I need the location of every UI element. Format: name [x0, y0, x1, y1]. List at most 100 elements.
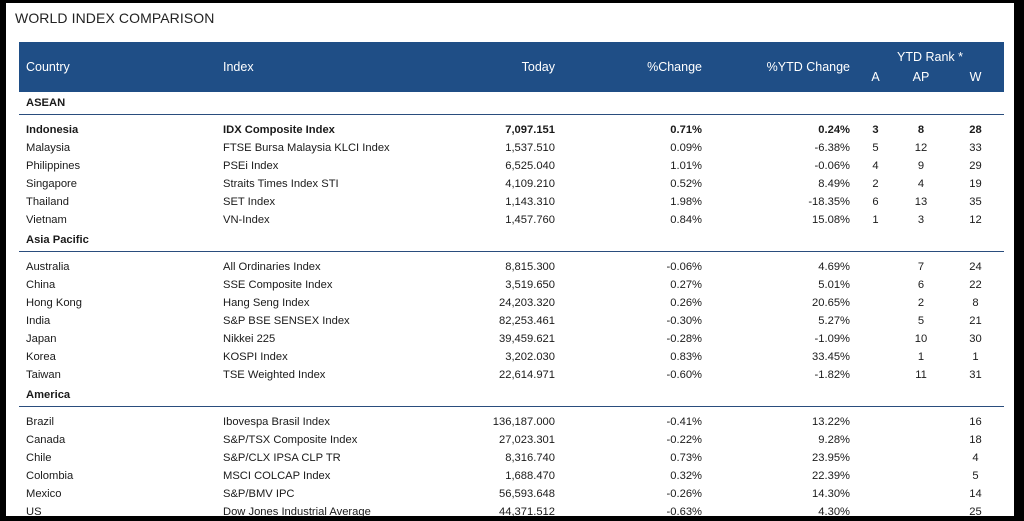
- cell-rank-w: 19: [969, 178, 982, 190]
- cell-rank-a: [856, 449, 895, 467]
- table-row: Chile S&P/CLX IPSA CLP TR 8,316.740 0.73% 23…: [19, 449, 1004, 467]
- cell-index: S&P BSE SENSEX Index: [223, 315, 350, 327]
- cell-index: Nikkei 225: [223, 333, 276, 345]
- cell-rank-ap: [895, 485, 947, 503]
- cell-change: 0.52%: [670, 178, 702, 190]
- cell-country: Canada: [26, 434, 66, 446]
- cell-index: Hang Seng Index: [223, 297, 310, 309]
- cell-ytd-change: -0.06%: [814, 160, 850, 172]
- cell-ytd-change: 5.01%: [818, 279, 850, 291]
- cell-rank-ap: 9: [917, 160, 925, 172]
- cell-index: PSEi Index: [223, 160, 279, 172]
- table-row: Indonesia IDX Composite Index 7,097.151 0.7…: [19, 121, 1004, 139]
- cell-country: Thailand: [26, 196, 69, 208]
- cell-ytd-change: 33.45%: [812, 351, 850, 363]
- cell-country: Australia: [26, 261, 70, 273]
- cell-country: Brazil: [26, 416, 54, 428]
- cell-index: KOSPI Index: [223, 351, 288, 363]
- cell-rank-w: 8: [972, 297, 979, 309]
- cell-rank-w: 14: [969, 488, 982, 500]
- col-header-ytd-change: %YTD Change: [708, 42, 856, 92]
- cell-rank-a: 3: [872, 124, 879, 136]
- section-title: ASEAN: [19, 92, 1004, 115]
- cell-rank-w: 25: [969, 506, 982, 518]
- cell-index: IDX Composite Index: [223, 124, 335, 136]
- cell-rank-a: [856, 258, 895, 276]
- cell-today: 136,187.000: [492, 416, 555, 428]
- cell-ytd-change: -1.09%: [814, 333, 850, 345]
- cell-index: TSE Weighted Index: [223, 369, 326, 381]
- cell-index: Ibovespa Brasil Index: [223, 416, 330, 428]
- cell-country: Vietnam: [26, 214, 67, 226]
- cell-today: 56,593.648: [499, 488, 555, 500]
- cell-rank-ap: 8: [917, 124, 925, 136]
- cell-index: All Ordinaries Index: [223, 261, 321, 273]
- cell-today: 3,202.030: [505, 351, 555, 363]
- cell-change: 0.09%: [670, 142, 702, 154]
- cell-rank-ap: 7: [917, 261, 925, 273]
- cell-today: 1,143.310: [505, 196, 555, 208]
- table-row: Colombia MSCI COLCAP Index 1,688.470 0.32% 2…: [19, 467, 1004, 485]
- table-row: Vietnam VN-Index 1,457.760 0.84% 15.08% 1 3 12: [19, 211, 1004, 229]
- cell-today: 39,459.621: [499, 333, 555, 345]
- cell-rank-w: 31: [969, 369, 982, 381]
- cell-rank-a: [856, 413, 895, 431]
- col-header-rank-ap: AP: [895, 68, 947, 92]
- cell-rank-a: [856, 330, 895, 348]
- cell-ytd-change: 23.95%: [812, 452, 850, 464]
- cell-ytd-change: -18.35%: [808, 196, 850, 208]
- cell-rank-w: 5: [972, 470, 979, 482]
- cell-change: -0.41%: [666, 416, 702, 428]
- cell-rank-w: 12: [969, 214, 982, 226]
- cell-index: MSCI COLCAP Index: [223, 470, 331, 482]
- cell-country: Malaysia: [26, 142, 71, 154]
- cell-today: 44,371.512: [499, 506, 555, 518]
- table-row: Brazil Ibovespa Brasil Index 136,187.000 -0…: [19, 413, 1004, 431]
- cell-rank-a: [856, 431, 895, 449]
- cell-rank-a: [856, 276, 895, 294]
- cell-rank-w: 22: [969, 279, 982, 291]
- cell-index: Dow Jones Industrial Average: [223, 506, 371, 518]
- cell-today: 7,097.151: [505, 124, 555, 136]
- cell-today: 8,316.740: [505, 452, 555, 464]
- cell-change: 1.01%: [670, 160, 702, 172]
- cell-rank-ap: 10: [914, 333, 928, 345]
- cell-change: -0.26%: [666, 488, 702, 500]
- cell-country: Indonesia: [26, 124, 79, 136]
- cell-ytd-change: -1.82%: [814, 369, 850, 381]
- cell-rank-ap: 6: [917, 279, 925, 291]
- cell-rank-w: 30: [969, 333, 982, 345]
- cell-ytd-change: 14.30%: [812, 488, 850, 500]
- index-comparison-table: Country Index Today %Change %YTD Change …: [19, 42, 1004, 521]
- cell-change: 0.71%: [670, 124, 702, 136]
- cell-change: 0.27%: [670, 279, 702, 291]
- cell-country: Mexico: [26, 488, 62, 500]
- cell-today: 1,457.760: [505, 214, 555, 226]
- cell-ytd-change: 8.49%: [818, 178, 850, 190]
- cell-change: 1.98%: [670, 196, 702, 208]
- cell-rank-a: 2: [872, 178, 879, 190]
- table-row: Korea KOSPI Index 3,202.030 0.83% 33.45% 1 1: [19, 348, 1004, 366]
- cell-today: 4,109.210: [505, 178, 555, 190]
- cell-change: 0.84%: [670, 214, 702, 226]
- cell-rank-ap: 13: [914, 196, 928, 208]
- cell-rank-w: 21: [969, 315, 982, 327]
- cell-country: Taiwan: [26, 369, 61, 381]
- table-row: Taiwan TSE Weighted Index 22,614.971 -0.60%…: [19, 366, 1004, 384]
- cell-index: Straits Times Index STI: [223, 178, 339, 190]
- cell-change: -0.30%: [666, 315, 702, 327]
- cell-ytd-change: 9.28%: [818, 434, 850, 446]
- cell-today: 22,614.971: [499, 369, 555, 381]
- table-row: Thailand SET Index 1,143.310 1.98% -18.35% 6 1…: [19, 193, 1004, 211]
- table-row: China SSE Composite Index 3,519.650 0.27% 5.…: [19, 276, 1004, 294]
- cell-today: 82,253.461: [499, 315, 555, 327]
- cell-rank-ap: [895, 413, 947, 431]
- section-header-row: ASEAN: [19, 92, 1004, 115]
- table-row: India S&P BSE SENSEX Index 82,253.461 -0.30…: [19, 312, 1004, 330]
- cell-index: SSE Composite Index: [223, 279, 333, 291]
- cell-change: 0.26%: [670, 297, 702, 309]
- col-header-country: Country: [19, 42, 216, 92]
- cell-rank-a: [856, 348, 895, 366]
- col-header-rank-a: A: [856, 68, 895, 92]
- col-header-rank-w: W: [947, 68, 1004, 92]
